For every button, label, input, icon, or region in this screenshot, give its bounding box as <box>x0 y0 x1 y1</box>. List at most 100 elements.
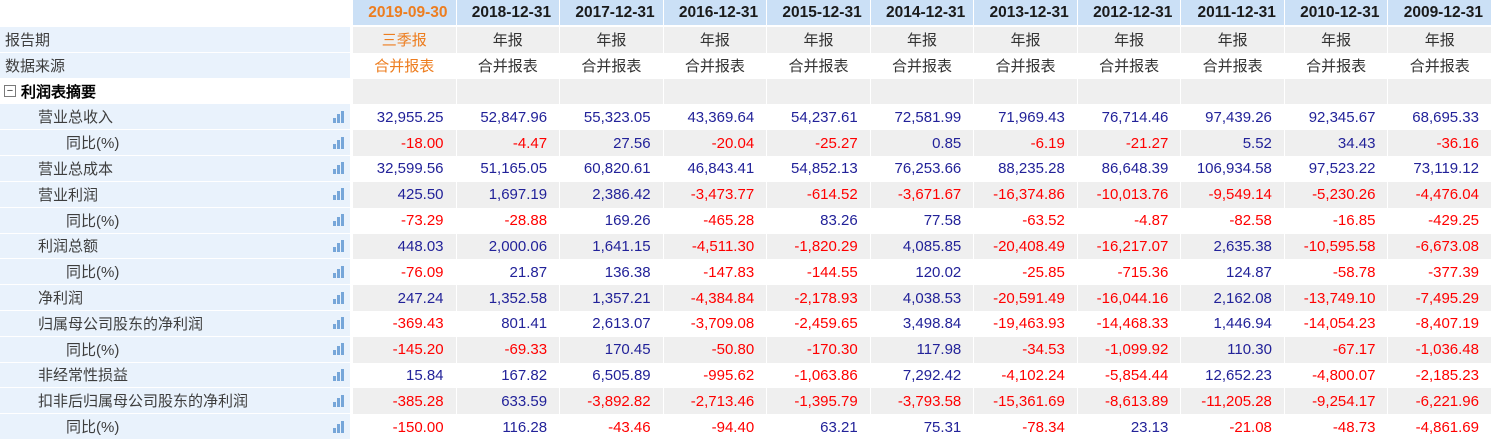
cell-value: -21.08 <box>1180 414 1284 440</box>
row-label-cell: 同比(%) <box>0 414 352 440</box>
cell-value: -20,591.49 <box>973 285 1077 311</box>
cell-value: 633.59 <box>455 388 560 415</box>
cell-value: 年报 <box>869 27 974 53</box>
cell-value: 43,369.64 <box>662 104 767 131</box>
header-corner-cell <box>0 0 352 27</box>
cell-value: 2,386.42 <box>559 181 663 208</box>
cell-value: 124.87 <box>1180 259 1284 286</box>
cell-value: 合并报表 <box>1180 52 1284 79</box>
bar-chart-icon[interactable] <box>333 214 344 227</box>
cell-value: 97,523.22 <box>1283 156 1388 182</box>
row-label: 同比(%) <box>66 264 120 282</box>
cell-value: -6.19 <box>973 130 1077 157</box>
table-row: 非经常性损益 15.84 167.82 6,505.89 -995.62 -1,063.8… <box>0 362 1491 389</box>
bar-chart-icon[interactable] <box>333 368 344 381</box>
cell-value: -9,549.14 <box>1180 181 1284 208</box>
row-label: 同比(%) <box>66 135 120 153</box>
bar-chart-icon[interactable] <box>333 110 344 123</box>
cell-value: -3,793.58 <box>869 388 974 415</box>
bar-chart-icon[interactable] <box>333 420 344 433</box>
cell-value: 52,847.96 <box>455 104 560 131</box>
bar-chart-icon[interactable] <box>333 239 344 252</box>
cell-value: 0.85 <box>869 130 974 157</box>
bar-chart-icon[interactable] <box>333 343 344 356</box>
row-label: 利润总额 <box>38 238 99 256</box>
cell-value: 86,648.39 <box>1076 156 1181 182</box>
cell-value: 年报 <box>559 27 663 53</box>
cell-value: 92,345.67 <box>1283 104 1388 131</box>
cell-value: 167.82 <box>455 362 560 389</box>
cell-value: 合并报表 <box>455 52 560 79</box>
row-label: 非经常性损益 <box>38 367 129 385</box>
row-label: 数据来源 <box>5 57 66 75</box>
cell-value: 32,599.56 <box>352 156 456 182</box>
cell-value: -21.27 <box>1076 130 1181 157</box>
empty-cell <box>559 78 663 105</box>
cell-value: 51,165.05 <box>455 156 560 182</box>
cell-value: -82.58 <box>1180 207 1284 234</box>
row-label-cell: 同比(%) <box>0 130 352 157</box>
cell-value: 71,969.43 <box>973 104 1077 131</box>
cell-value: -2,178.93 <box>766 285 870 311</box>
bar-chart-icon[interactable] <box>333 265 344 278</box>
row-label: 净利润 <box>38 290 84 308</box>
bar-chart-icon[interactable] <box>333 188 344 201</box>
column-header: 2019-09-30 <box>352 0 456 27</box>
row-label: 同比(%) <box>66 341 120 359</box>
table-row: 营业利润 425.50 1,697.19 2,386.42 -3,473.77 -614.… <box>0 181 1491 208</box>
bar-chart-icon[interactable] <box>333 317 344 330</box>
column-header: 2012-12-31 <box>1076 0 1181 27</box>
cell-value: -2,185.23 <box>1387 362 1491 389</box>
cell-value: 12,652.23 <box>1180 362 1284 389</box>
row-label-cell: 同比(%) <box>0 336 352 363</box>
bar-chart-icon[interactable] <box>333 291 344 304</box>
cell-value: 1,352.58 <box>455 285 560 311</box>
bar-chart-icon[interactable] <box>333 394 344 407</box>
table-row: 营业总收入 32,955.25 52,847.96 55,323.05 43,369.6… <box>0 104 1491 131</box>
cell-value: -58.78 <box>1283 259 1388 286</box>
section-row: − 利润表摘要 <box>0 78 1491 105</box>
cell-value: 54,237.61 <box>766 104 870 131</box>
cell-value: 76,714.46 <box>1076 104 1181 131</box>
meta-row: 报告期 三季报 年报 年报 年报 年报 年报 年报 年报 年报 年报 年报 <box>0 27 1491 53</box>
cell-value: 169.26 <box>559 207 663 234</box>
cell-value: -170.30 <box>766 336 870 363</box>
empty-cell <box>662 78 767 105</box>
cell-value: -995.62 <box>662 362 767 389</box>
row-label-cell: 净利润 <box>0 285 352 311</box>
cell-value: 2,635.38 <box>1180 233 1284 260</box>
cell-value: 1,446.94 <box>1180 310 1284 337</box>
bar-chart-icon[interactable] <box>333 162 344 175</box>
cell-value: 2,613.07 <box>559 310 663 337</box>
cell-value: -7,495.29 <box>1387 285 1491 311</box>
table-row: 利润总额 448.03 2,000.06 1,641.15 -4,511.30 -1,82… <box>0 233 1491 260</box>
cell-value: -385.28 <box>352 388 456 415</box>
row-label: 扣非后归属母公司股东的净利润 <box>38 393 249 411</box>
cell-value: 425.50 <box>352 181 456 208</box>
collapse-icon[interactable]: − <box>4 85 16 98</box>
cell-value: -6,673.08 <box>1387 233 1491 260</box>
cell-value: 年报 <box>973 27 1077 53</box>
cell-value: 三季报 <box>352 27 456 53</box>
cell-value: 年报 <box>1387 27 1491 53</box>
row-label: 报告期 <box>5 31 51 49</box>
cell-value: 116.28 <box>455 414 560 440</box>
cell-value: 1,641.15 <box>559 233 663 260</box>
cell-value: 72,581.99 <box>869 104 974 131</box>
cell-value: 合并报表 <box>766 52 870 79</box>
cell-value: -5,854.44 <box>1076 362 1181 389</box>
row-label-cell: 同比(%) <box>0 207 352 234</box>
cell-value: -50.80 <box>662 336 767 363</box>
cell-value: -8,407.19 <box>1387 310 1491 337</box>
empty-cell <box>973 78 1077 105</box>
cell-value: 117.98 <box>869 336 974 363</box>
cell-value: -6,221.96 <box>1387 388 1491 415</box>
cell-value: 合并报表 <box>869 52 974 79</box>
bar-chart-icon[interactable] <box>333 136 344 149</box>
row-label-cell: 利润总额 <box>0 233 352 260</box>
cell-value: 1,357.21 <box>559 285 663 311</box>
cell-value: 合并报表 <box>1387 52 1491 79</box>
cell-value: -4,800.07 <box>1283 362 1388 389</box>
cell-value: -4.87 <box>1076 207 1181 234</box>
cell-value: -1,820.29 <box>766 233 870 260</box>
